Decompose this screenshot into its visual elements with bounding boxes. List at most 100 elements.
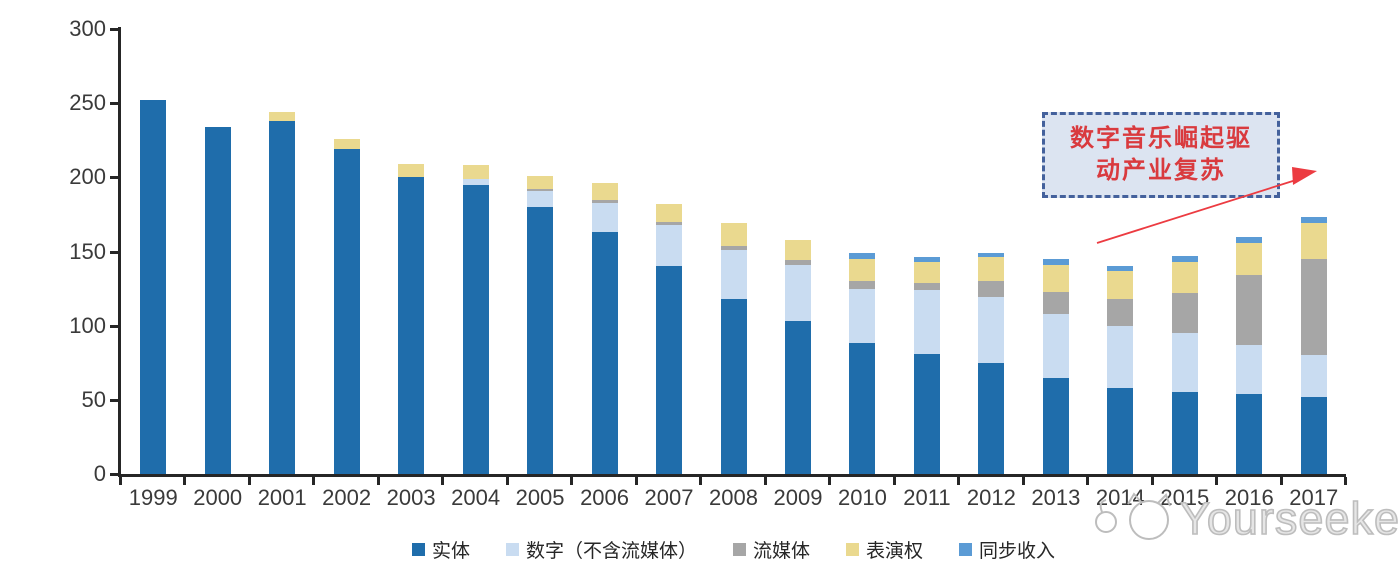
y-axis-tick — [110, 250, 118, 254]
bar-segment-实体 — [204, 126, 231, 474]
annotation-callout: 数字音乐崛起驱 动产业复苏 — [1042, 112, 1280, 198]
bar-segment-表演权 — [849, 258, 876, 282]
bar-segment-同步收入 — [1107, 266, 1134, 271]
bar-segment-流媒体 — [1042, 291, 1069, 314]
x-axis-tick — [247, 477, 251, 485]
bar-segment-同步收入 — [1300, 217, 1327, 224]
bar-segment-实体 — [1236, 393, 1263, 474]
x-axis-category-label: 2004 — [451, 485, 501, 510]
x-axis-tick — [957, 477, 961, 485]
bar-segment-表演权 — [720, 223, 747, 246]
bar-segment-表演权 — [591, 183, 618, 200]
y-axis-tick — [110, 102, 118, 106]
x-axis-category-label: 2001 — [257, 485, 307, 510]
bar-segment-数字（不含流媒体） — [1300, 355, 1327, 397]
x-axis-category-label: 2012 — [966, 485, 1016, 510]
x-axis-category-label: 2002 — [322, 485, 372, 510]
x-axis-category-label: 2015 — [1160, 485, 1210, 510]
bar-segment-流媒体 — [720, 245, 747, 250]
x-axis-category-label: 2003 — [386, 485, 436, 510]
legend-swatch-icon — [505, 543, 519, 556]
bar-segment-实体 — [913, 353, 940, 474]
legend-swatch-icon — [411, 543, 425, 556]
legend-item-1: 实体 — [411, 536, 470, 563]
bar-segment-流媒体 — [656, 221, 683, 225]
bar-segment-表演权 — [978, 257, 1005, 282]
bar-segment-数字（不含流媒体） — [1171, 333, 1198, 393]
bar-segment-数字（不含流媒体） — [1236, 344, 1263, 394]
x-axis-category-label: 2010 — [837, 485, 887, 510]
y-axis-tick — [110, 324, 118, 328]
bar-segment-表演权 — [1042, 264, 1069, 292]
bar-segment-表演权 — [1236, 242, 1263, 276]
legend-item-4: 表演权 — [846, 536, 923, 563]
bar-segment-流媒体 — [1107, 298, 1134, 326]
bar-segment-数字（不含流媒体） — [591, 202, 618, 233]
legend-item-3: 流媒体 — [732, 536, 810, 563]
y-axis-tick-label: 150 — [69, 238, 106, 264]
bar-segment-同步收入 — [913, 257, 940, 262]
bar-segment-流媒体 — [978, 281, 1005, 298]
x-axis-category-label: 2017 — [1289, 485, 1339, 510]
x-axis-tick — [505, 477, 509, 485]
legend-item-2: 数字（不含流媒体） — [505, 536, 697, 563]
x-axis-category-label: 2008 — [709, 485, 758, 510]
bar-segment-数字（不含流媒体） — [1107, 325, 1134, 388]
x-axis-category-label: 2013 — [1031, 485, 1081, 510]
bar-segment-实体 — [849, 343, 876, 474]
x-axis-tick — [699, 477, 703, 485]
bar-segment-表演权 — [398, 163, 425, 178]
y-axis-tick-label: 200 — [69, 164, 106, 190]
x-axis-tick — [119, 477, 122, 485]
y-axis-tick-label: 0 — [93, 461, 106, 486]
legend-label: 表演权 — [866, 541, 924, 562]
bar-segment-数字（不含流媒体） — [1042, 313, 1069, 378]
legend-label: 实体 — [431, 541, 470, 562]
y-axis-tick — [110, 28, 118, 31]
x-axis-category-label: 2007 — [644, 485, 694, 510]
x-axis-tick — [1150, 477, 1154, 485]
watermark-text: Yourseeker — [1179, 492, 1398, 545]
bar-segment-实体 — [1171, 392, 1198, 474]
bar-segment-数字（不含流媒体） — [527, 190, 554, 207]
x-axis-category-label: 2009 — [773, 485, 823, 510]
x-axis-category-label: 2016 — [1224, 485, 1274, 510]
y-axis-tick-label: 250 — [69, 90, 106, 116]
x-axis-tick — [1215, 477, 1219, 485]
bar-segment-流媒体 — [591, 199, 618, 203]
bar-segment-表演权 — [1107, 270, 1134, 299]
bar-segment-流媒体 — [1171, 293, 1198, 334]
legend-label: 同步收入 — [979, 541, 1056, 562]
bar-segment-同步收入 — [1171, 255, 1198, 262]
bar-segment-流媒体 — [527, 189, 554, 191]
legend-swatch-icon — [732, 543, 746, 556]
y-axis-tick — [110, 398, 118, 402]
bar-segment-数字（不含流媒体） — [720, 250, 747, 299]
bar-segment-表演权 — [784, 239, 811, 261]
bar-segment-实体 — [1107, 387, 1134, 474]
y-axis-tick-label: 100 — [69, 312, 106, 338]
bar-segment-数字（不含流媒体） — [784, 264, 811, 322]
x-axis-tick — [570, 477, 574, 485]
bar-segment-同步收入 — [978, 252, 1005, 258]
bar-segment-表演权 — [656, 204, 683, 222]
bar-segment-表演权 — [913, 261, 940, 283]
bar-segment-实体 — [1300, 396, 1327, 474]
bar-segment-表演权 — [269, 112, 296, 121]
watermark: Yourseeker — [1088, 490, 1398, 548]
x-axis-tick — [763, 477, 767, 485]
legend-item-5: 同步收入 — [959, 536, 1055, 563]
bar-segment-数字（不含流媒体） — [462, 178, 489, 185]
bar-segment-同步收入 — [849, 252, 876, 259]
x-axis-tick — [1021, 477, 1025, 485]
x-axis-category-label: 1999 — [128, 485, 178, 510]
bar-segment-表演权 — [462, 165, 489, 179]
legend-swatch-icon — [959, 543, 973, 556]
bar-segment-实体 — [398, 177, 425, 474]
x-axis-tick — [183, 477, 187, 485]
bar-segment-实体 — [656, 266, 683, 474]
x-axis-category-label: 2006 — [580, 485, 630, 510]
bar-segment-流媒体 — [1236, 275, 1263, 345]
x-axis-category-label: 2005 — [515, 485, 565, 510]
